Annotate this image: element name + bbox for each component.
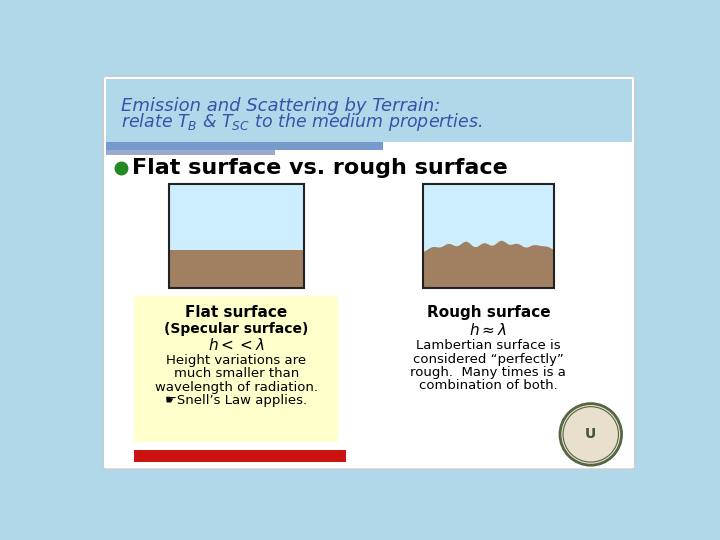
Text: $h<<\lambda$: $h<<\lambda$ bbox=[208, 336, 264, 353]
Text: Lambertian surface is: Lambertian surface is bbox=[416, 339, 561, 352]
Text: Flat surface: Flat surface bbox=[185, 305, 287, 320]
Text: Flat surface vs. rough surface: Flat surface vs. rough surface bbox=[132, 158, 508, 178]
Text: rough.  Many times is a: rough. Many times is a bbox=[410, 366, 567, 379]
Circle shape bbox=[560, 403, 621, 465]
Bar bbox=[423, 184, 554, 249]
Bar bbox=[168, 249, 304, 288]
Text: Emission and Scattering by Terrain:: Emission and Scattering by Terrain: bbox=[121, 97, 441, 115]
Text: much smaller than: much smaller than bbox=[174, 367, 299, 380]
Bar bbox=[106, 142, 383, 150]
Text: ☛Snell’s Law applies.: ☛Snell’s Law applies. bbox=[165, 394, 307, 407]
Text: $h\approx\lambda$: $h\approx\lambda$ bbox=[469, 322, 508, 338]
Bar bbox=[168, 184, 304, 288]
Text: considered “perfectly”: considered “perfectly” bbox=[413, 353, 564, 366]
Text: (Specular surface): (Specular surface) bbox=[164, 322, 308, 336]
Bar bbox=[106, 79, 632, 142]
Text: relate $T_B$ & $T_{SC}$ to the medium properties.: relate $T_B$ & $T_{SC}$ to the medium pr… bbox=[121, 111, 482, 133]
Text: Height variations are: Height variations are bbox=[166, 354, 306, 367]
Bar bbox=[134, 296, 338, 442]
Bar bbox=[168, 184, 304, 249]
Polygon shape bbox=[423, 241, 554, 288]
Polygon shape bbox=[423, 184, 554, 252]
Bar bbox=[106, 150, 275, 155]
Text: wavelength of radiation.: wavelength of radiation. bbox=[155, 381, 318, 394]
Bar bbox=[134, 450, 346, 462]
Bar bbox=[423, 184, 554, 288]
Text: combination of both.: combination of both. bbox=[419, 379, 558, 392]
Text: Rough surface: Rough surface bbox=[426, 305, 550, 320]
Text: U: U bbox=[585, 427, 596, 441]
FancyBboxPatch shape bbox=[104, 76, 634, 469]
